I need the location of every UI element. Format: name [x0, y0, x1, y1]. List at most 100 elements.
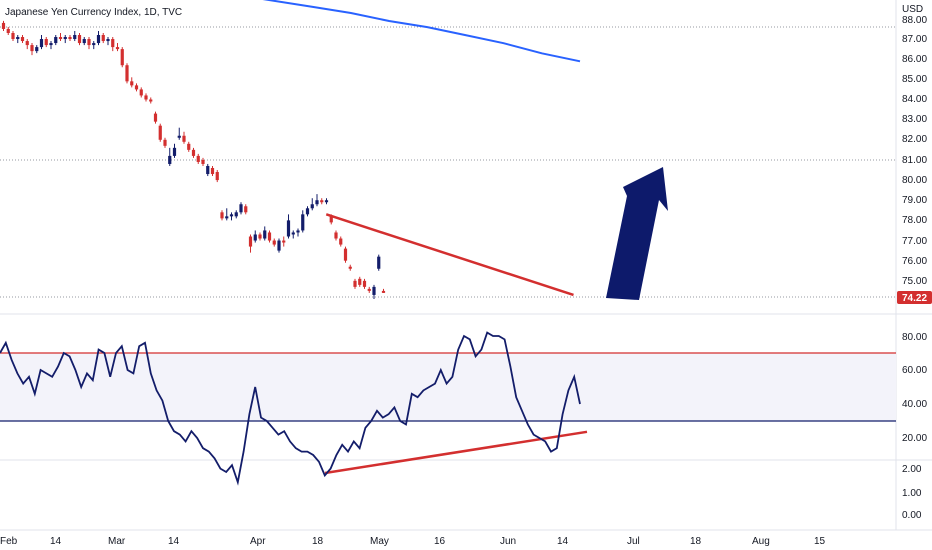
candle-body [253, 234, 257, 241]
candle-body [111, 39, 115, 48]
candle [381, 288, 386, 293]
candle-body [377, 256, 381, 269]
candle-body [58, 37, 63, 40]
candle [87, 37, 91, 50]
candle [315, 194, 319, 207]
candle [111, 37, 115, 52]
time-tick-label: 15 [814, 536, 826, 547]
candle-body [120, 49, 124, 66]
candle-body [229, 214, 234, 217]
time-tick-label: 18 [690, 536, 702, 547]
sub-axis[interactable]: 2.00 1.00 0.00 [902, 464, 922, 521]
candle-body [315, 200, 319, 205]
candle-body [244, 206, 248, 213]
time-tick-label: 14 [50, 536, 62, 547]
rsi-axis[interactable]: 80.00 60.00 40.00 20.00 [902, 332, 927, 444]
candle [172, 143, 177, 158]
candle-body [149, 99, 153, 102]
candle-body [92, 43, 96, 46]
candle [120, 47, 124, 68]
sub-tick-label: 1.00 [902, 488, 922, 499]
candle [234, 210, 238, 219]
candle [201, 157, 205, 166]
candle [372, 284, 376, 299]
candle-body [101, 35, 105, 42]
candle [49, 41, 53, 50]
candle-body [11, 32, 15, 40]
time-tick-label: Feb [0, 536, 18, 547]
candle [182, 131, 186, 144]
candle-body [258, 234, 262, 239]
chart-title: Japanese Yen Currency Index, 1D, TVC [5, 7, 182, 18]
candle-body [343, 248, 348, 261]
candle-body [54, 37, 58, 44]
rsi-tick-label: 80.00 [902, 332, 927, 343]
candle-body [172, 147, 177, 156]
price-tick-label: 85.00 [902, 74, 927, 85]
candle [68, 35, 72, 42]
price-axis[interactable]: 88.00 87.00 86.00 85.00 84.00 83.00 82.0… [902, 15, 927, 307]
candle-body [115, 47, 120, 50]
candle-body [96, 35, 101, 44]
rsi-tick-label: 60.00 [902, 365, 927, 376]
candle [377, 254, 381, 271]
candle-body [320, 200, 324, 203]
candle [73, 30, 77, 42]
candle [11, 30, 15, 42]
candle [229, 212, 234, 221]
candle [258, 232, 262, 241]
candle [106, 37, 110, 46]
candle-body [267, 232, 272, 241]
time-tick-label: 16 [434, 536, 446, 547]
candle-body [163, 139, 167, 146]
candle [134, 83, 139, 92]
sub-tick-label: 2.00 [902, 464, 922, 475]
candle-body [263, 230, 267, 239]
candle [191, 147, 196, 158]
candle-body [239, 204, 243, 213]
candle [239, 202, 243, 215]
candle-body [130, 81, 134, 86]
candle [20, 35, 25, 44]
trend-lines [324, 213, 588, 475]
candle-body [1, 22, 6, 29]
candle [206, 163, 210, 177]
candle [168, 147, 172, 166]
up-arrow-annotation [606, 167, 668, 300]
candle-body [144, 95, 148, 100]
price-tick-label: 81.00 [902, 155, 927, 166]
candle-body [44, 39, 48, 46]
candle-body [353, 280, 357, 287]
candle-body [6, 28, 10, 33]
currency-label: USD [902, 4, 923, 15]
candle [39, 35, 44, 50]
time-tick-label: 18 [312, 536, 324, 547]
candle [63, 35, 67, 44]
candle-body [82, 39, 86, 44]
candle [35, 45, 39, 54]
candle-body [125, 65, 129, 82]
candle [244, 204, 248, 215]
price-tick-label: 87.00 [902, 34, 927, 45]
candle-body [206, 165, 210, 175]
moving-average-line [262, 0, 581, 63]
time-tick-label: 14 [168, 536, 180, 547]
time-tick-label: Jul [627, 536, 640, 547]
price-tick-label: 75.00 [902, 276, 927, 287]
candle [277, 238, 281, 253]
candle-body [168, 155, 172, 164]
candle-body [73, 35, 77, 40]
time-tick-label: Jun [500, 536, 516, 547]
candle [296, 228, 300, 237]
candle-body [106, 39, 110, 42]
candle [96, 30, 101, 46]
candle [267, 230, 272, 243]
candle-body [282, 240, 286, 243]
candle-body [134, 85, 139, 90]
candle [305, 206, 310, 217]
candle [263, 226, 267, 241]
time-axis[interactable]: Feb 14 Mar 14 Apr 18 May 16 Jun 14 Jul 1… [0, 536, 826, 547]
candle [253, 230, 257, 243]
candle-body [87, 39, 91, 46]
